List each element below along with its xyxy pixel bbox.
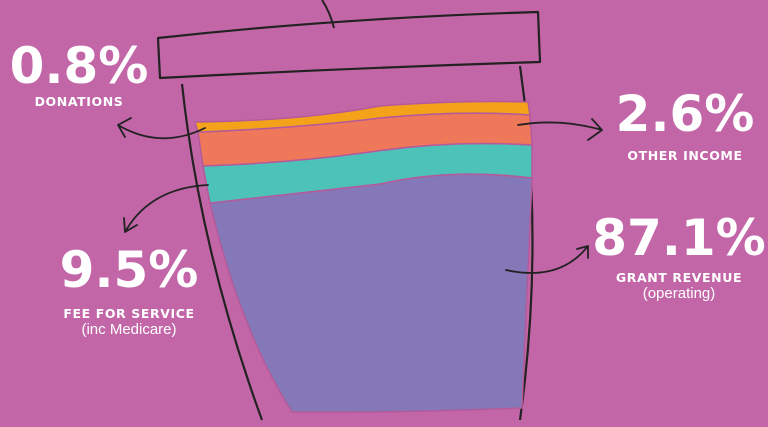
fee-for-service-caption: FEE FOR SERVICE — [63, 306, 195, 321]
fee-for-service-value: 9.5% — [59, 241, 199, 299]
fee-for-service-label: 9.5% FEE FOR SERVICE (inc Medicare) — [44, 244, 214, 338]
donations-arrow — [117, 117, 206, 140]
grant-revenue-caption: GRANT REVENUE — [615, 270, 743, 285]
other-income-arrow — [517, 118, 603, 141]
fee-for-service-note: (inc Medicare) — [81, 321, 177, 338]
grant-revenue-value: 87.1% — [592, 209, 766, 267]
fee-for-service-arrow — [123, 184, 209, 233]
donations-value: 0.8% — [9, 37, 149, 95]
other-income-value: 2.6% — [615, 85, 755, 143]
grant-revenue-layer — [209, 173, 533, 413]
grant-revenue-arrow — [505, 245, 589, 274]
donations-layer — [193, 100, 531, 133]
grant-revenue-note: (operating) — [642, 285, 716, 302]
other-income-caption: OTHER INCOME — [627, 148, 743, 163]
grant-revenue-label: 87.1% GRANT REVENUE (operating) — [590, 212, 768, 302]
donations-label: 0.8% DONATIONS — [4, 40, 154, 109]
other-income-label: 2.6% OTHER INCOME — [610, 88, 760, 163]
cup-lid — [156, 10, 542, 80]
cup-handle — [321, 0, 335, 29]
donations-caption: DONATIONS — [34, 94, 124, 109]
